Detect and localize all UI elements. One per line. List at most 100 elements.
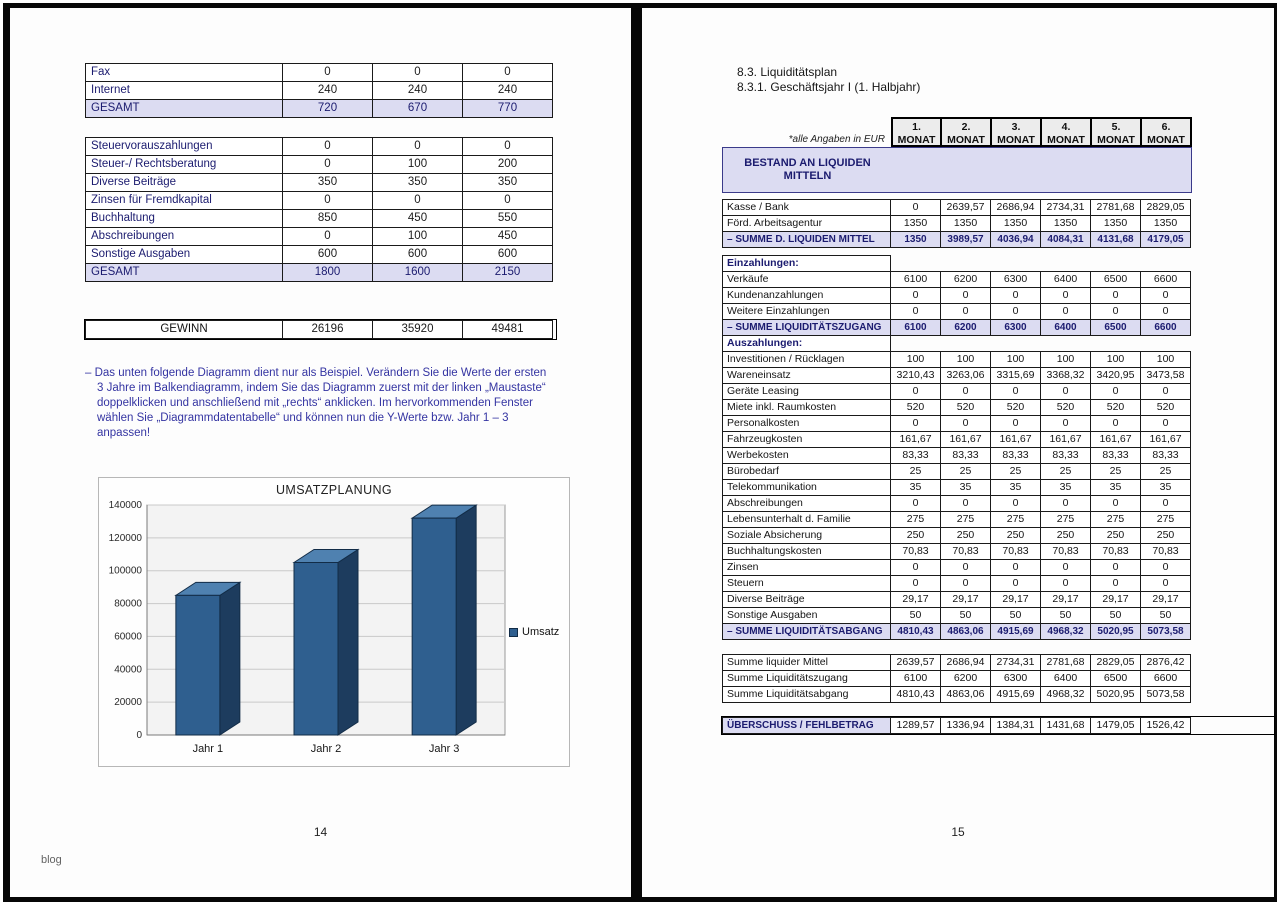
cell-value: 3368,32 <box>1040 367 1091 384</box>
cell-value: 1350 <box>1140 215 1191 232</box>
cell-value: 100 <box>372 227 463 246</box>
cell-value: 4810,43 <box>890 686 941 703</box>
cell-value: 250 <box>940 527 991 544</box>
cell-value: 350 <box>282 173 373 192</box>
cell-value: 100 <box>1140 351 1191 368</box>
cell-value: 1350 <box>940 215 991 232</box>
cell-value: 350 <box>372 173 463 192</box>
row-label: Summe liquider Mittel <box>722 654 891 671</box>
cell-value: 1350 <box>990 215 1041 232</box>
cell-value: 6600 <box>1140 271 1191 288</box>
cell-value: 6400 <box>1040 271 1091 288</box>
cell-value: 2781,68 <box>1040 654 1091 671</box>
cell-value: 35 <box>990 479 1041 496</box>
month-header: 1. MONAT 2. MONAT 3. MONAT 4. MONAT 5. MONAT 6. MON… <box>891 117 1192 147</box>
cell-value: 2734,31 <box>1040 199 1091 216</box>
cell-value: 600 <box>462 245 553 264</box>
table-row: Soziale Absicherung 250 250 250 250 250 250 <box>722 527 1274 544</box>
chart-plot-area: 0 20000 40000 60000 80000 100000 120000 140000 J… <box>99 499 509 766</box>
cell-value: 250 <box>890 527 941 544</box>
cell-value: 100 <box>1090 351 1141 368</box>
umsatz-chart: UMSATZPLANUNG 0 20000 40000 60000 80000 10000… <box>98 476 570 767</box>
cell-value: 0 <box>282 227 373 246</box>
row-label: Diverse Beiträge <box>722 591 891 608</box>
table-row: – SUMME D. LIQUIDEN MITTEL 1350 3989,57 403… <box>722 231 1274 248</box>
cell-value: 770 <box>462 99 553 118</box>
cell-value: 1384,31 <box>990 717 1041 734</box>
svg-text:0: 0 <box>136 730 142 741</box>
cell-value: 50 <box>990 607 1041 624</box>
cell-value: 275 <box>1090 511 1141 528</box>
cell-value: 2686,94 <box>940 654 991 671</box>
cell-value: 4863,06 <box>940 686 991 703</box>
cell-value: 25 <box>940 463 991 480</box>
section-heading-2: 8.3.1. Geschäftsjahr I (1. Halbjahr) <box>737 80 921 94</box>
cell-value: 50 <box>1140 607 1191 624</box>
cell-value: 520 <box>1090 399 1141 416</box>
cell-value: 1479,05 <box>1090 717 1141 734</box>
row-label: Geräte Leasing <box>722 383 891 400</box>
cell-value: 450 <box>372 209 463 228</box>
cell-value: 0 <box>1090 575 1141 592</box>
cell-value: 0 <box>1090 415 1141 432</box>
table-row: Geräte Leasing 0 0 0 0 0 0 <box>722 383 1274 400</box>
cell-value: 0 <box>462 137 553 156</box>
cell-value: 161,67 <box>940 431 991 448</box>
cell-value: 0 <box>462 191 553 210</box>
legend-label: Umsatz <box>522 626 560 639</box>
cell-value: 275 <box>990 511 1041 528</box>
cell-value: 0 <box>282 191 373 210</box>
cell-value: 275 <box>890 511 941 528</box>
cell-value: 0 <box>282 155 373 174</box>
cell-value: 35 <box>1040 479 1091 496</box>
chart-svg: 0 20000 40000 60000 80000 100000 120000 140000 J… <box>109 500 506 755</box>
cell-value: 6200 <box>940 670 991 687</box>
cell-value: 1350 <box>1040 215 1091 232</box>
svg-text:120000: 120000 <box>109 533 143 544</box>
cell-value: 0 <box>1140 287 1191 304</box>
cell-value: 3989,57 <box>940 231 991 248</box>
table-row: Diverse Beiträge 29,17 29,17 29,17 29,17 29,1… <box>722 591 1274 608</box>
cell-value: 0 <box>940 559 991 576</box>
cell-value: 2150 <box>462 263 553 282</box>
cell-value: 0 <box>372 137 463 156</box>
row-label: Sonstige Ausgaben <box>722 607 891 624</box>
cell-value: 0 <box>1090 303 1141 320</box>
cell-value: 550 <box>462 209 553 228</box>
month-header-cell: 5. MONAT <box>1090 117 1142 147</box>
table-row: Telekommunikation 35 35 35 35 35 35 <box>722 479 1274 496</box>
cell-value: 0 <box>1140 303 1191 320</box>
cell-value: 0 <box>890 415 941 432</box>
cell-value: 2639,57 <box>890 654 941 671</box>
cell-value: 50 <box>1090 607 1141 624</box>
table-row <box>722 639 1274 655</box>
cell-value: 0 <box>940 383 991 400</box>
table-row: Abschreibungen 0 100 450 <box>85 227 631 246</box>
cell-value: 4810,43 <box>890 623 941 640</box>
cell-value: 70,83 <box>940 543 991 560</box>
cell-value: 29,17 <box>1090 591 1141 608</box>
bestand-band-label: BESTAND AN LIQUIDEN MITTELN <box>744 157 871 182</box>
row-label: Diverse Beiträge <box>85 173 283 192</box>
cell-value: 4131,68 <box>1090 231 1141 248</box>
row-label: Buchhaltungskosten <box>722 543 891 560</box>
cell-value: 70,83 <box>990 543 1041 560</box>
table-row: GEWINN 26196 35920 49481 <box>84 319 557 340</box>
svg-text:100000: 100000 <box>109 565 143 576</box>
cell-value: 0 <box>1040 495 1091 512</box>
cell-value: 4863,06 <box>940 623 991 640</box>
page-15: 8.3. Liquiditätsplan 8.3.1. Geschäftsjah… <box>642 8 1275 897</box>
svg-text:Jahr 2: Jahr 2 <box>311 743 342 755</box>
table-row: – SUMME LIQUIDITÄTSZUGANG 6100 6200 6300 640… <box>722 319 1274 336</box>
cell-value: 600 <box>282 245 373 264</box>
section-row: Einzahlungen: <box>722 255 1274 272</box>
row-label: Wareneinsatz <box>722 367 891 384</box>
month-header-cell: 6. MONAT <box>1140 117 1192 147</box>
cell-value: 1350 <box>1090 215 1141 232</box>
row-label: Investitionen / Rücklagen <box>722 351 891 368</box>
bar-jahr-1 <box>175 594 221 736</box>
table-row: Kasse / Bank 0 2639,57 2686,94 2734,31 2781,6… <box>722 199 1274 216</box>
cell-value: 0 <box>1040 559 1091 576</box>
cell-value: 2781,68 <box>1090 199 1141 216</box>
row-label: Soziale Absicherung <box>722 527 891 544</box>
